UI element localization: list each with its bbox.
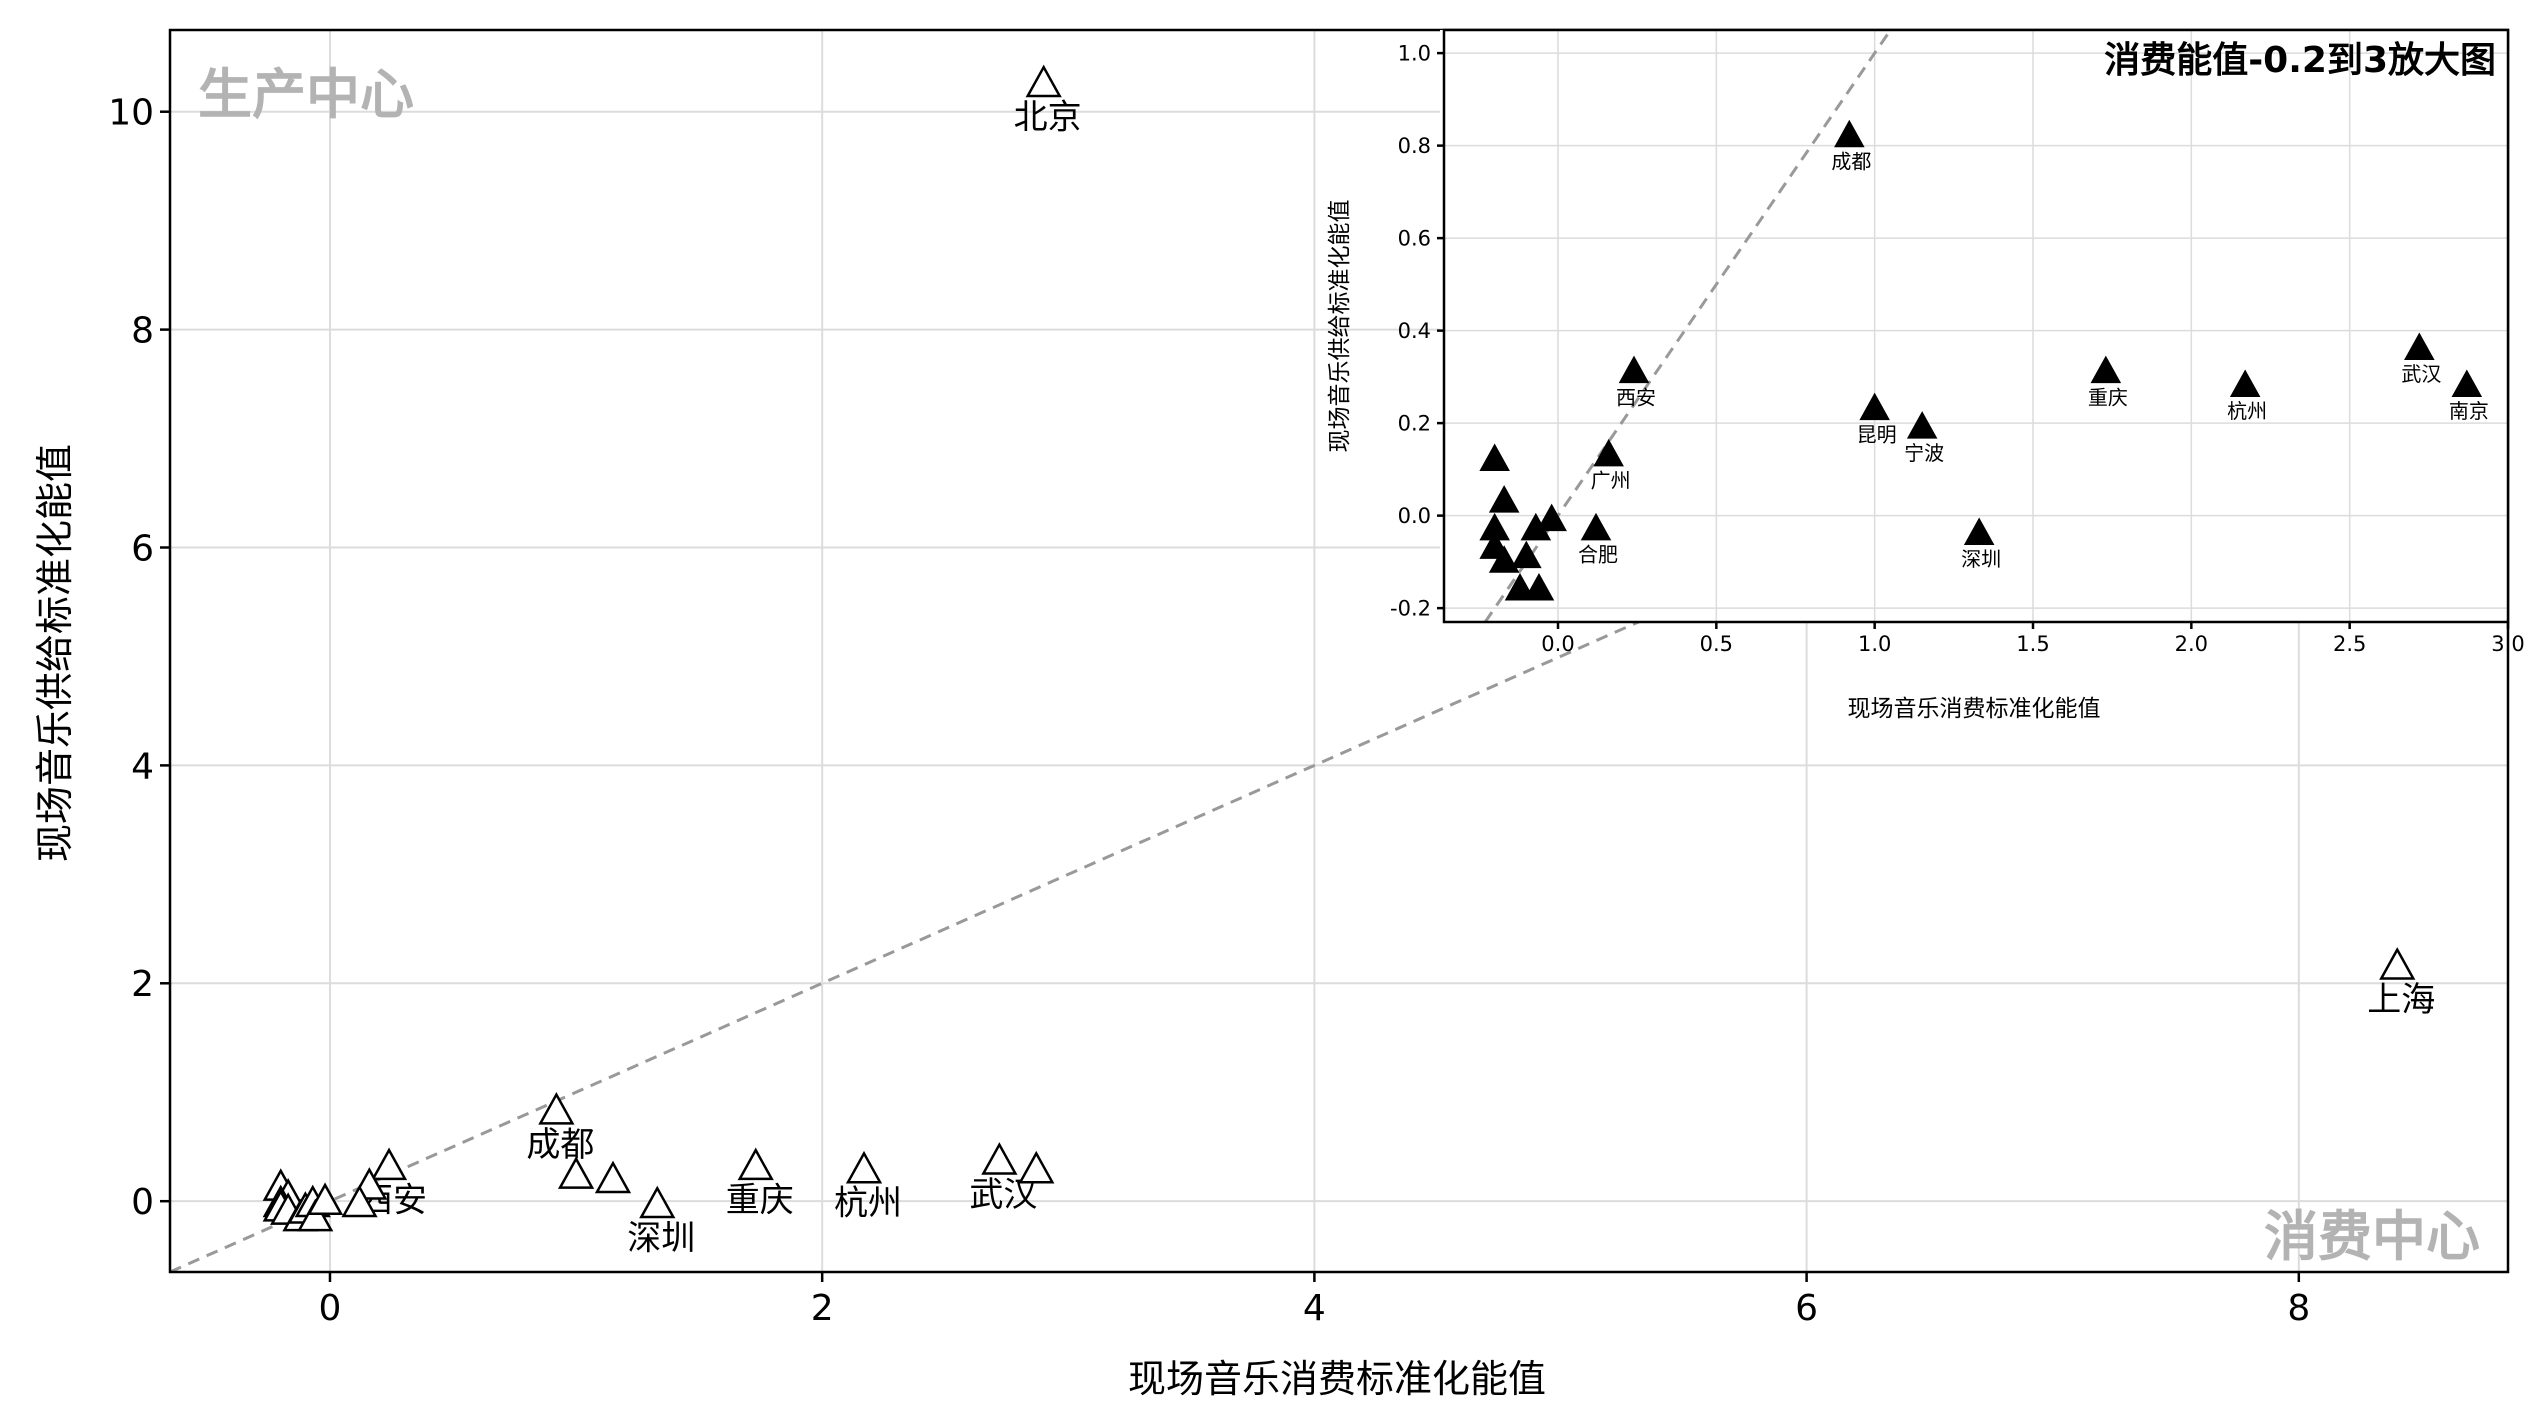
point-label: 南京 [2449,399,2489,423]
inset-title: 消费能值-0.2到3放大图 [2104,40,2496,81]
axes-frame [1442,28,2510,624]
y-tick-label: -0.2 [1390,597,1431,621]
point-label: 深圳 [627,1219,695,1259]
data-point [1511,540,1542,569]
data-point [1580,512,1612,541]
data-point [1025,64,1062,98]
point-label: 上海 [2367,980,2435,1020]
point-label: 成都 [526,1125,594,1165]
data-point [1593,438,1624,467]
x-tick-label: 0.0 [1541,632,1574,656]
data-point [1859,392,1890,421]
data-point [370,1147,408,1181]
x-tick-label: 3.0 [2491,632,2524,656]
data-point [557,1156,595,1189]
main-x-axis-label: 现场音乐消费标准化能值 [1128,1357,1546,1401]
x-tick-label: 2.5 [2333,632,2366,656]
data-point [1488,485,1520,513]
data-point [1536,503,1567,532]
data-point [1963,517,1995,545]
point-label: 成都 [1831,149,1871,173]
data-point [1618,355,1650,384]
point-label: 宁波 [1904,441,1944,465]
y-tick-label: 1.0 [1398,42,1431,66]
inset-y-axis-label: 现场音乐供给标准化能值 [1327,200,1353,453]
x-tick-label: 0.5 [1700,632,1733,656]
point-label: 合肥 [1578,543,1618,567]
data-point [341,1184,378,1218]
main-corner-labels: 生产中心 消费中心 [198,63,2480,1268]
data-point [594,1160,632,1194]
data-point [1834,119,1865,148]
point-label: 杭州 [834,1184,902,1224]
y-tick-label: 0.8 [1398,134,1431,158]
y-tick-label: 0 [131,1182,154,1223]
data-point [1479,443,1510,471]
y-tick-label: 8 [131,311,154,352]
data-point [2090,355,2122,384]
x-tick-label: 6 [1795,1288,1818,1329]
data-point [297,1198,334,1232]
data-point [639,1185,676,1219]
x-tick-label: 8 [2287,1288,2310,1329]
y-tick-label: 0.6 [1398,227,1431,251]
data-point [1504,572,1536,601]
data-point [845,1150,883,1184]
data-point [1488,545,1520,573]
point-label: 昆明 [1857,422,1897,446]
inset-axes: 0.0 0.5 1.0 1.5 2.0 2.5 3.0 -0.2 0.0 0.2 0.4 0.6 0.8… [1390,28,2525,656]
corner-label-consumption-center: 消费中心 [2264,1205,2480,1268]
axes-frame [168,28,2510,1274]
x-tick-label: 1.5 [2016,632,2049,656]
point-label: 重庆 [726,1180,794,1220]
y-tick-label: 10 [108,93,154,134]
point-label: 北京 [1014,97,1082,137]
data-point [1523,572,1555,601]
data-point [1018,1150,1055,1184]
data-point [2404,332,2435,360]
point-label: 杭州 [2227,399,2267,423]
data-point [1906,411,1938,439]
y-tick-label: 4 [131,746,154,787]
x-tick-label: 2.0 [2175,632,2208,656]
main-axes: 0 2 4 6 8 0 2 4 6 8 10 [108,28,2510,1329]
data-point [2229,369,2261,397]
inset-background [1440,30,2508,622]
data-point [306,1182,344,1216]
point-label: 重庆 [2088,385,2128,409]
y-tick-label: 0.4 [1398,319,1431,343]
corner-label-production-center: 生产中心 [198,63,414,126]
y-tick-label: 0.0 [1398,504,1431,528]
y-tick-label: 0.2 [1398,412,1431,436]
x-tick-label: 1.0 [1858,632,1891,656]
data-point [2379,947,2416,980]
point-label: 西安 [1616,385,1656,409]
inset-x-axis-label: 现场音乐消费标准化能值 [1848,696,2101,722]
data-point [538,1091,575,1125]
data-point [737,1147,774,1181]
y-tick-label: 6 [131,528,154,569]
x-tick-label: 2 [811,1288,834,1329]
point-label: 广州 [1591,469,1631,493]
x-tick-label: 4 [1303,1288,1326,1329]
y-tick-label: 2 [131,964,154,1005]
main-y-axis-label: 现场音乐供给标准化能值 [33,444,77,862]
point-label: 深圳 [1961,547,2001,571]
point-label: 武汉 [2401,362,2441,386]
x-tick-label: 0 [319,1288,342,1329]
data-point [2451,369,2483,397]
data-point [981,1142,1018,1175]
